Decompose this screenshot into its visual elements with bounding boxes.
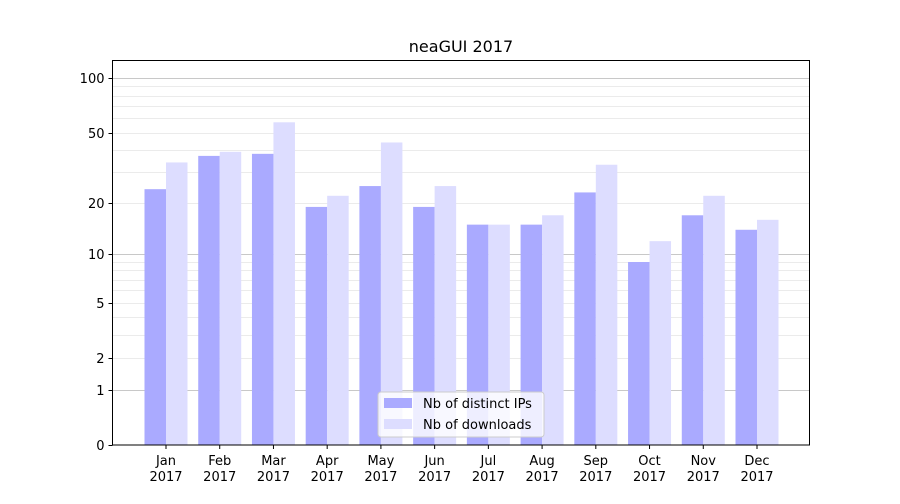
x-axis: Jan 2017 Feb 2017 Mar 2017 Apr 2017 May 2017 Jun 20… bbox=[149, 445, 774, 485]
y-tick-label: 2 bbox=[96, 352, 104, 367]
bar-ips bbox=[628, 262, 650, 445]
bar-ips bbox=[413, 206, 435, 445]
x-tick-label: Aug 2017 bbox=[526, 454, 559, 485]
bar-downloads bbox=[273, 122, 295, 446]
bar-ips bbox=[574, 192, 596, 445]
bars bbox=[144, 122, 779, 446]
legend-label-downloads: Nb of downloads bbox=[423, 418, 532, 433]
x-tick-label: Mar 2017 bbox=[257, 454, 290, 485]
bar-ips bbox=[466, 224, 489, 445]
y-tick-label: 20 bbox=[88, 197, 105, 212]
legend: Nb of distinct IPs Nb of downloads bbox=[377, 391, 545, 438]
bar-downloads bbox=[757, 219, 779, 445]
bar-ips bbox=[144, 189, 166, 445]
bar-downloads bbox=[219, 151, 242, 445]
legend-label-ips: Nb of distinct IPs bbox=[423, 397, 532, 412]
x-tick-label: Jan 2017 bbox=[149, 454, 182, 485]
x-tick-label: Oct 2017 bbox=[633, 454, 666, 485]
bar-downloads bbox=[327, 195, 349, 445]
x-tick-label: Nov 2017 bbox=[687, 454, 720, 485]
bar-downloads bbox=[703, 195, 725, 445]
legend-swatch-downloads bbox=[384, 419, 412, 429]
y-axis: 0 1 2 5 10 20 50 100 bbox=[80, 72, 113, 454]
bar-downloads bbox=[166, 162, 188, 445]
x-tick-label: Jul 2017 bbox=[472, 454, 505, 485]
legend-swatch-ips bbox=[384, 398, 412, 408]
bar-ips bbox=[198, 155, 220, 445]
x-tick-label: Jun 2017 bbox=[418, 454, 451, 485]
y-tick-label: 5 bbox=[96, 297, 104, 312]
bar-downloads bbox=[434, 186, 457, 445]
y-tick-label: 10 bbox=[88, 248, 105, 263]
bar-ips bbox=[520, 224, 543, 445]
y-tick-label: 1 bbox=[96, 384, 104, 399]
bar-ips bbox=[681, 215, 704, 445]
x-tick-label: May 2017 bbox=[364, 454, 397, 485]
x-tick-label: Feb 2017 bbox=[203, 454, 236, 485]
bar-downloads bbox=[380, 142, 403, 446]
bar-downloads bbox=[542, 215, 564, 445]
bar-ips bbox=[305, 206, 328, 445]
x-tick-label: Dec 2017 bbox=[740, 454, 773, 485]
y-tick-label: 100 bbox=[80, 72, 105, 87]
y-tick-label: 50 bbox=[88, 127, 105, 142]
y-tick-label: 0 bbox=[96, 439, 104, 454]
bar-downloads bbox=[488, 224, 510, 445]
bar-ips bbox=[735, 229, 757, 445]
x-tick-label: Sep 2017 bbox=[579, 454, 612, 485]
chart-title: neaGUI 2017 bbox=[409, 37, 513, 56]
axes-frame bbox=[112, 60, 810, 446]
bar-downloads bbox=[649, 241, 672, 445]
legend-box bbox=[377, 391, 545, 438]
bar-downloads bbox=[595, 164, 618, 445]
x-tick-label: Apr 2017 bbox=[311, 454, 344, 485]
bar-ips bbox=[359, 186, 381, 445]
bar-ips bbox=[251, 153, 274, 445]
